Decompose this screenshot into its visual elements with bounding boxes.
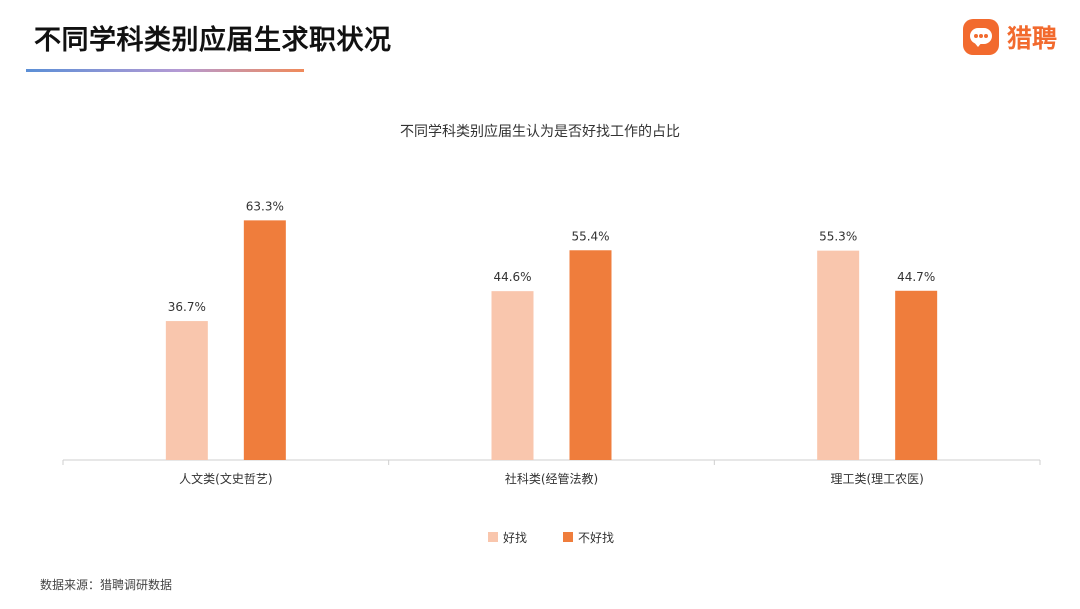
bar-bad xyxy=(243,220,286,460)
x-tick-label: 理工类(理工农医) xyxy=(830,472,923,486)
bar-good xyxy=(817,250,860,460)
bar-data-label: 44.6% xyxy=(493,270,531,284)
legend-swatch-good xyxy=(488,532,498,542)
bar-data-label: 63.3% xyxy=(246,199,284,213)
chart-title: 不同学科类别应届生认为是否好找工作的占比 xyxy=(400,123,680,140)
bar-data-label: 55.4% xyxy=(571,229,609,243)
bar-good xyxy=(165,321,208,460)
x-tick-label: 社科类(经管法教) xyxy=(505,471,598,486)
bar-data-label: 36.7% xyxy=(168,300,206,314)
bar-data-label: 44.7% xyxy=(897,270,935,284)
title-underline xyxy=(26,69,304,72)
brand-logo-icon xyxy=(963,19,999,55)
bar-bad xyxy=(895,290,938,460)
legend-swatch-bad xyxy=(563,532,573,542)
bar-good xyxy=(491,291,534,460)
brand-name: 猎聘 xyxy=(1007,24,1058,53)
bar-data-label: 55.3% xyxy=(819,230,857,244)
x-tick-label: 人文类(文史哲艺) xyxy=(179,471,272,486)
bar-bad xyxy=(569,250,612,460)
data-source-note: 数据来源：猎聘调研数据 xyxy=(40,578,173,592)
brand: 猎聘 xyxy=(963,16,1057,58)
legend-label: 好找 xyxy=(503,531,527,545)
page-title: 不同学科类别应届生求职状况 xyxy=(34,25,392,56)
legend-label: 不好找 xyxy=(578,531,614,545)
